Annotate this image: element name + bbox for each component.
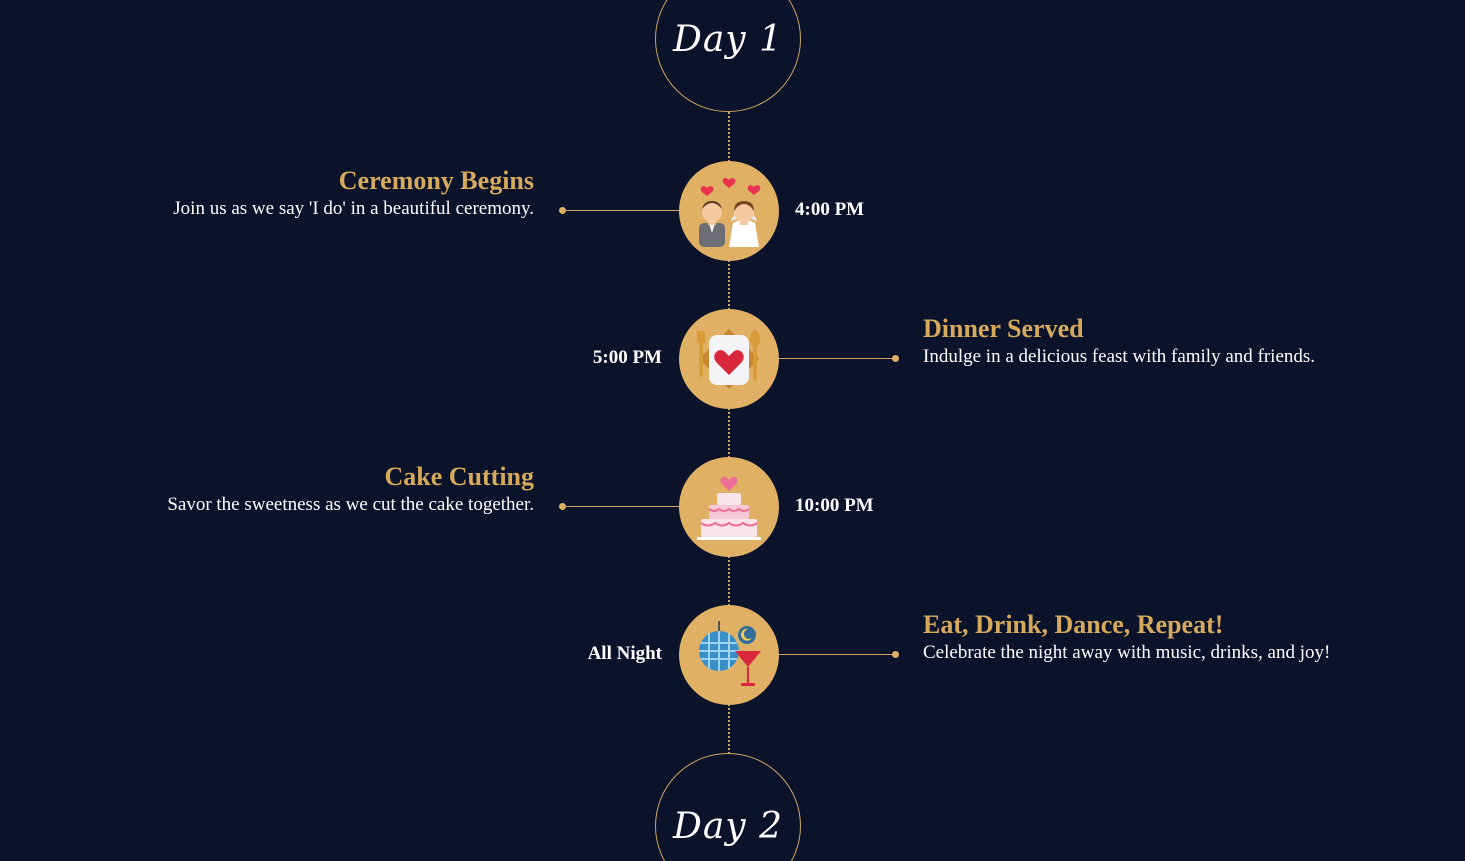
event-cake: Cake Cutting Savor the sweetness as we c…	[167, 462, 534, 518]
event-description: Celebrate the night away with music, dri…	[923, 642, 1331, 663]
connector-line	[779, 654, 895, 655]
event-ceremony: Ceremony Begins Join us as we say 'I do'…	[173, 166, 534, 222]
event-title: Ceremony Begins	[338, 166, 534, 195]
event-time: All Night	[587, 643, 662, 664]
connector-dot	[559, 207, 566, 214]
connector-line	[779, 358, 895, 359]
couple-icon	[679, 161, 779, 261]
event-description: Join us as we say 'I do' in a beautiful …	[173, 198, 534, 219]
dinner-plate-icon	[679, 309, 779, 409]
connector-dot	[892, 355, 899, 362]
connector-line	[563, 506, 679, 507]
event-title: Dinner Served	[923, 314, 1084, 343]
day-2-marker: Day 2	[655, 753, 801, 861]
event-time: 10:00 PM	[795, 495, 874, 516]
event-time: 4:00 PM	[795, 199, 865, 220]
disco-cocktail-icon	[679, 605, 779, 705]
day-label: Day 1	[672, 18, 783, 60]
event-title: Eat, Drink, Dance, Repeat!	[923, 610, 1224, 639]
event-description: Savor the sweetness as we cut the cake t…	[167, 494, 534, 515]
day-label: Day 2	[672, 805, 783, 847]
connector-dot	[892, 651, 899, 658]
day-1-marker: Day 1	[655, 0, 801, 112]
timeline-spine	[728, 112, 730, 754]
event-title: Cake Cutting	[384, 462, 534, 491]
connector-line	[563, 210, 679, 211]
event-dinner: Dinner Served Indulge in a delicious fea…	[923, 314, 1315, 370]
event-dance: Eat, Drink, Dance, Repeat! Celebrate the…	[923, 610, 1330, 666]
event-time: 5:00 PM	[592, 347, 662, 368]
event-description: Indulge in a delicious feast with family…	[923, 346, 1316, 367]
connector-dot	[559, 503, 566, 510]
wedding-cake-icon	[679, 457, 779, 557]
